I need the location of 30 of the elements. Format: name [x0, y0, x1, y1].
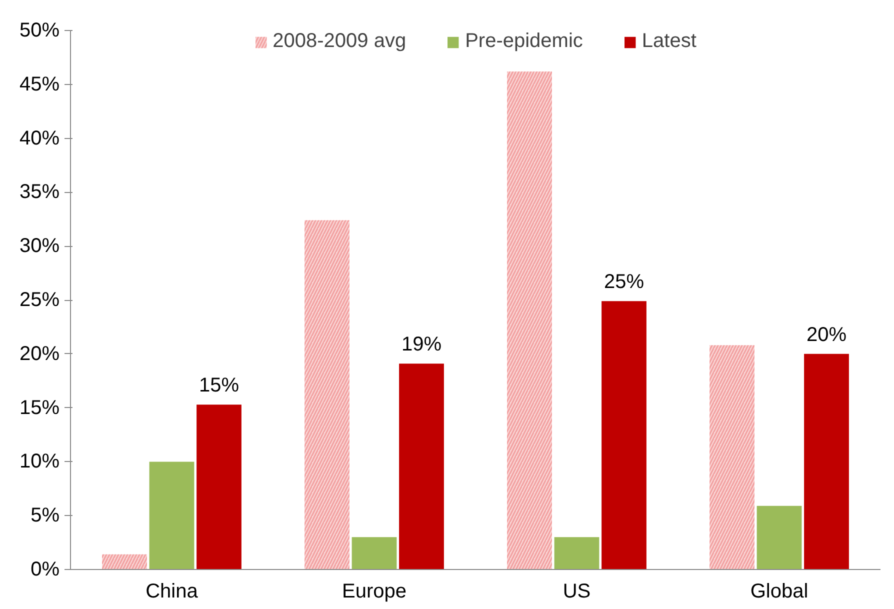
bar	[149, 462, 194, 570]
y-tick-label: 5%	[30, 504, 60, 527]
x-tick-label: China	[146, 580, 199, 602]
y-tick-label: 50%	[19, 20, 60, 42]
y-tick-label: 40%	[19, 127, 60, 150]
bar	[399, 364, 444, 570]
bar	[756, 506, 802, 570]
legend-label: Pre-epidemic	[465, 30, 583, 53]
data-label: 15%	[198, 374, 240, 397]
bar	[352, 537, 397, 570]
bar	[554, 537, 600, 570]
y-tick-label: 10%	[19, 450, 60, 473]
y-tick-label: 20%	[19, 342, 60, 365]
x-tick-label: Global	[750, 580, 808, 602]
bar	[602, 301, 646, 570]
data-label: 20%	[806, 324, 847, 346]
bar	[196, 404, 242, 570]
bar	[804, 354, 849, 570]
data-label: 25%	[604, 271, 644, 294]
y-tick-label: 45%	[19, 73, 60, 96]
y-tick-label: 15%	[19, 396, 60, 419]
x-tick-label: Europe	[342, 580, 407, 602]
x-tick-label: US	[562, 580, 591, 602]
y-tick-label: 25%	[19, 289, 60, 311]
y-tick-label: 35%	[19, 181, 60, 204]
legend-label: Latest	[642, 30, 696, 53]
data-label: 19%	[401, 334, 442, 356]
y-tick-label: 30%	[19, 235, 60, 258]
legend-label: 2008-2009 avg	[272, 30, 406, 53]
y-tick-label: 0%	[30, 558, 60, 580]
